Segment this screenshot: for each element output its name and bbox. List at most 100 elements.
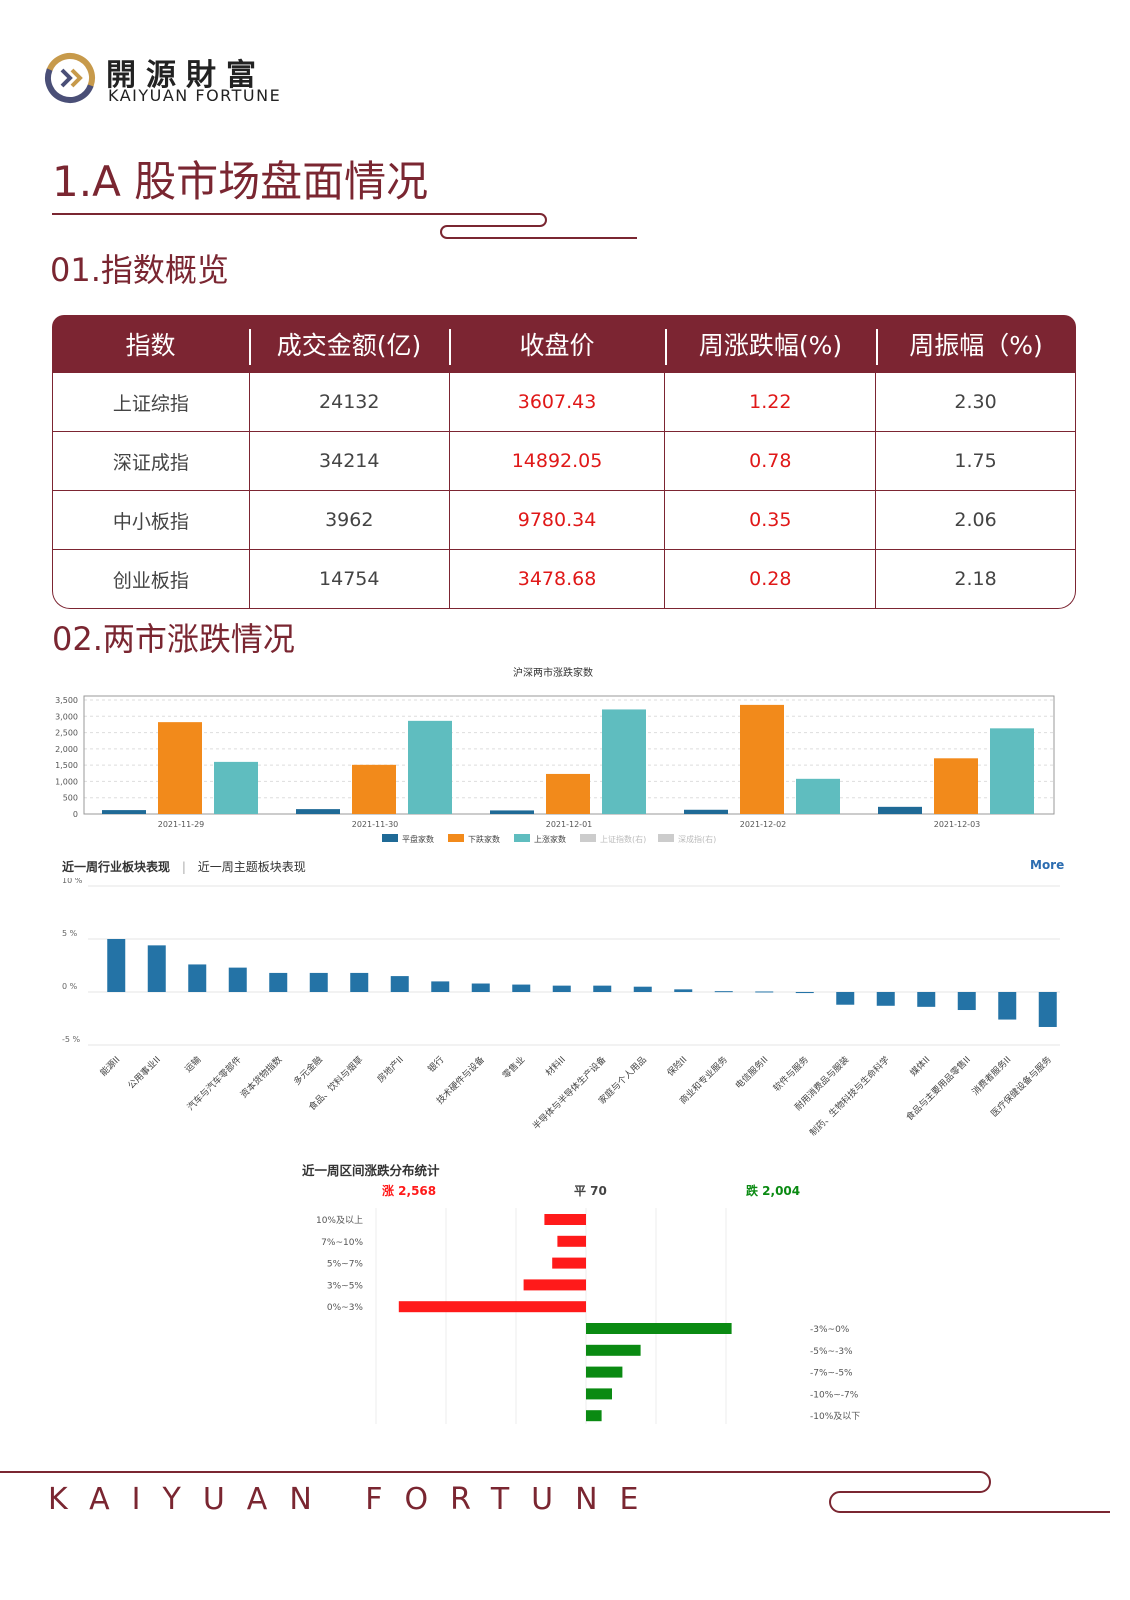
y-tick-label: -10%~-7% [810, 1390, 859, 1400]
title-decoration [52, 213, 637, 239]
bar [523, 1279, 586, 1291]
cell-close: 14892.05 [448, 432, 665, 490]
cell-turnover: 14754 [248, 550, 449, 608]
x-tick-label: 资本货物指数 [238, 1054, 285, 1101]
bar [586, 1410, 602, 1422]
x-tick-label: 2021-12-02 [740, 820, 787, 829]
table-header: 指数 成交金额(亿) 收盘价 周涨跌幅(%) 周振幅（%) [52, 315, 1076, 373]
footer-line [0, 1471, 1110, 1513]
bar [512, 984, 531, 992]
y-tick-label: 10 % [62, 878, 83, 885]
y-tick-label: -5%~-3% [810, 1347, 853, 1357]
chart-title: 沪深两市涨跌家数 [513, 666, 593, 679]
th-turnover: 成交金额(亿) [249, 315, 449, 373]
y-tick-label: 0 % [62, 982, 78, 991]
bar [593, 985, 612, 992]
table-row: 中小板指 3962 9780.34 0.35 2.06 [53, 490, 1075, 549]
cell-close: 9780.34 [448, 491, 665, 549]
y-tick-label: 1,500 [55, 761, 78, 770]
cell-name: 创业板指 [112, 569, 189, 592]
y-tick-label: 5%~7% [327, 1260, 364, 1270]
y-tick-label: -10%及以下 [810, 1411, 860, 1422]
cell-turnover: 24132 [248, 373, 449, 431]
th-close: 收盘价 [449, 315, 665, 373]
bar [633, 986, 652, 992]
bar [269, 972, 288, 992]
bar [490, 810, 534, 814]
th-weekly-change: 周涨跌幅(%) [665, 315, 876, 373]
x-tick-label: 食品与主要用品零售II [903, 1054, 973, 1124]
bar [740, 704, 784, 814]
y-tick-label: 5 % [62, 929, 78, 938]
y-tick-label: -7%~-5% [810, 1369, 853, 1379]
x-tick-label: 软件与服务 [771, 1054, 811, 1094]
cell-close: 3478.68 [448, 550, 665, 608]
bar [408, 720, 452, 814]
legend-label: 上涨家数 [534, 834, 566, 844]
bar [309, 972, 328, 992]
bar [934, 758, 978, 814]
x-tick-label: 运输 [182, 1054, 203, 1075]
bar [917, 992, 936, 1007]
tab-industry[interactable]: 近一周行业板块表现 [62, 860, 171, 874]
y-tick-label: -3%~0% [810, 1325, 850, 1335]
bar [214, 761, 258, 814]
x-tick-label: 制药、生物科技与生命科学 [807, 1054, 892, 1139]
y-tick-label: 3,000 [55, 712, 78, 721]
y-tick-label: 0 [73, 810, 78, 819]
subtitle-index-overview: 01.指数概览 [50, 251, 229, 289]
tab-theme[interactable]: 近一周主题板块表现 [197, 860, 306, 874]
x-tick-label: 公用事业II [125, 1054, 163, 1092]
x-tick-label: 2021-12-03 [934, 820, 981, 829]
bar [147, 945, 166, 992]
sector-tabs: 近一周行业板块表现 | 近一周主题板块表现 [62, 858, 306, 875]
bar [398, 1301, 586, 1313]
bar [586, 1344, 641, 1356]
tab-divider: | [181, 860, 186, 874]
bar [552, 1257, 586, 1269]
x-tick-label: 零售业 [500, 1054, 528, 1082]
y-tick-label: 1,000 [55, 777, 78, 786]
sector-performance-chart: 10 %5 %0 %-5 %能源II 公用事业II 运输汽车与汽车零部件资本货物指数… [62, 878, 1060, 1139]
legend-label: 深成指(右) [678, 834, 716, 844]
cell-amplitude: 1.75 [875, 432, 1075, 490]
bar [188, 964, 207, 992]
x-tick-label: 材料II [543, 1054, 568, 1079]
bar [158, 722, 202, 814]
bar [544, 1214, 586, 1225]
bar [586, 1323, 732, 1334]
brand-logo-icon [45, 53, 95, 103]
bar [795, 992, 814, 994]
legend-label: 上证指数(右) [600, 834, 646, 844]
y-tick-label: -5 % [62, 1035, 81, 1044]
bar [836, 992, 855, 1005]
subtitle-market-breadth: 02.两市涨跌情况 [52, 620, 295, 658]
table-row: 创业板指 14754 3478.68 0.28 2.18 [53, 549, 1075, 608]
bar [714, 991, 733, 993]
x-tick-label: 2021-12-01 [546, 820, 593, 829]
th-weekly-amplitude: 周振幅（%) [876, 315, 1076, 373]
cell-amplitude: 2.18 [875, 550, 1075, 608]
bar [796, 778, 840, 814]
x-tick-label: 银行 [425, 1054, 446, 1075]
index-table: 指数 成交金额(亿) 收盘价 周涨跌幅(%) 周振幅（%) 上证综指 24132… [52, 315, 1076, 609]
bar [878, 806, 922, 814]
x-tick-label: 2021-11-30 [352, 820, 399, 829]
summary-up: 涨 2,568 [382, 1183, 436, 1198]
bar [957, 992, 976, 1011]
more-link[interactable]: More [1030, 858, 1065, 872]
y-tick-label: 3,500 [55, 696, 78, 705]
table-row: 上证综指 24132 3607.43 1.22 2.30 [53, 373, 1075, 431]
cell-turnover: 3962 [248, 491, 449, 549]
updown-count-chart: 沪深两市涨跌家数 0 500 1,000 1,500 2,000 2,500 3,000 3,5… [55, 666, 1055, 844]
y-tick-label: 2,000 [55, 745, 78, 754]
y-tick-label: 10%及以上 [316, 1215, 363, 1226]
y-tick-label: 3%~5% [327, 1281, 364, 1291]
cell-change: 0.78 [664, 432, 875, 490]
bar [990, 728, 1034, 814]
y-tick-label: 7%~10% [321, 1238, 363, 1248]
bar [684, 809, 728, 814]
bar [552, 985, 571, 992]
cell-amplitude: 2.06 [875, 491, 1075, 549]
bar [228, 967, 247, 992]
